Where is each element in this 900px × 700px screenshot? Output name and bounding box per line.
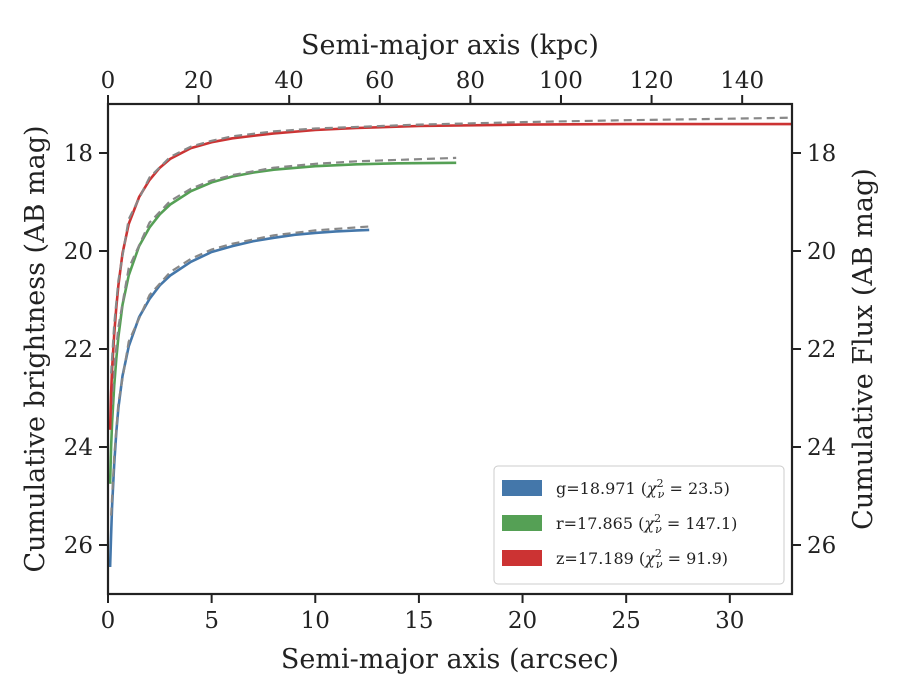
series-line-1 [108, 161, 457, 484]
series-line-2 [108, 122, 792, 430]
x2-tick-label-7: 140 [720, 68, 764, 94]
legend-label-0: g=18.971 (χ2 ν = 23.5) [556, 477, 730, 501]
y2-tick-label-4: 26 [807, 533, 836, 559]
legend: g=18.971 (χ2 ν = 23.5) r=17.865 (χ2 ν = 147… [493, 465, 785, 585]
x-tick-label-4: 20 [508, 608, 537, 634]
model-line-0 [110, 225, 370, 516]
x2-tick-label-5: 100 [539, 68, 583, 94]
y2-tick-label-0: 18 [807, 141, 836, 167]
x2-tick-label-1: 20 [184, 68, 213, 94]
y2-tick-label-2: 22 [807, 337, 836, 363]
x2-tick-label-2: 40 [275, 68, 304, 94]
y2-tick-label-3: 24 [807, 435, 836, 461]
x2-axis-label: Semi-major axis (kpc) [301, 30, 599, 61]
x-tick-label-2: 10 [301, 608, 330, 634]
legend-swatch-2 [502, 550, 542, 566]
x-tick-label-0: 0 [101, 608, 116, 634]
x-axis-label: Semi-major axis (arcsec) [281, 644, 619, 675]
y-tick-label-4: 26 [64, 533, 93, 559]
y-axis-label: Cumulative brightness (AB mag) [20, 125, 51, 572]
legend-label-1: r=17.865 (χ2 ν = 147.1) [556, 512, 737, 536]
x-tick-label-6: 30 [715, 608, 744, 634]
x2-tick-label-3: 60 [365, 68, 394, 94]
legend-box [493, 465, 785, 585]
y2-axis-label: Cumulative Flux (AB mag) [848, 168, 879, 530]
axis-ticks: 0 5 10 15 20 25 30 0 20 40 60 80 100 120 140 18 18 20 20 22… [64, 68, 837, 634]
x2-tick-label-6: 120 [630, 68, 674, 94]
y-tick-label-1: 20 [64, 239, 93, 265]
x2-tick-label-0: 0 [101, 68, 116, 94]
legend-swatch-1 [502, 515, 542, 531]
y-tick-label-2: 22 [64, 337, 93, 363]
x-tick-label-1: 5 [204, 608, 219, 634]
legend-label-2: z=17.189 (χ2 ν = 91.9) [556, 547, 728, 571]
y-tick-label-0: 18 [64, 141, 93, 167]
plot-marks [108, 116, 793, 568]
x-tick-label-5: 25 [612, 608, 641, 634]
x2-tick-label-4: 80 [456, 68, 485, 94]
model-line-2 [110, 116, 793, 374]
model-line-1 [110, 156, 457, 418]
legend-swatch-0 [502, 480, 542, 496]
y2-tick-label-1: 20 [807, 239, 836, 265]
y-tick-label-3: 24 [64, 435, 93, 461]
series-line-0 [108, 228, 370, 568]
x-tick-label-3: 15 [404, 608, 433, 634]
